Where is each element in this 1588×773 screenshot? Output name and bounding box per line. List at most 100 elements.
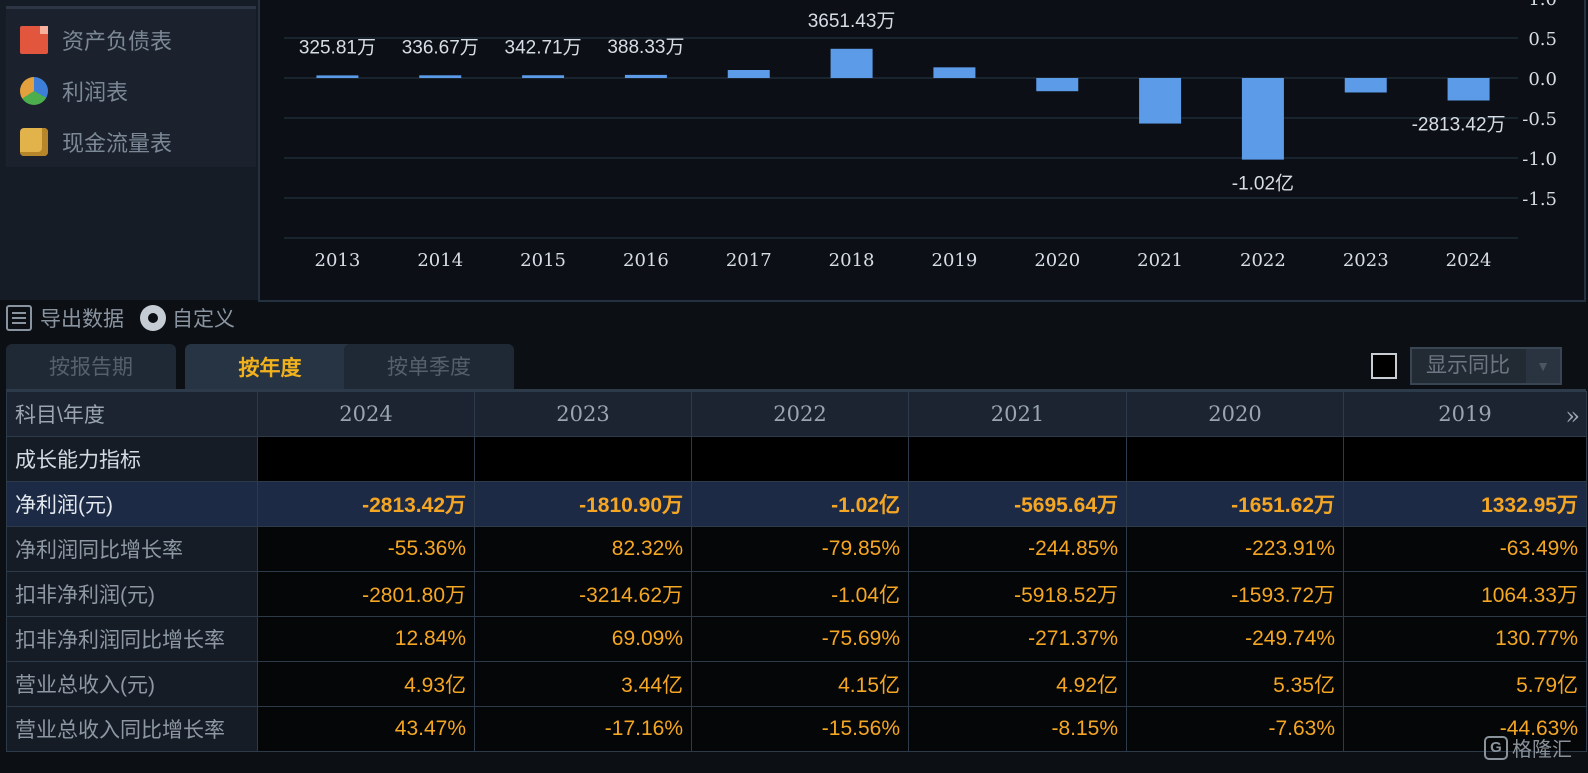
x-tick-label: 2020 — [1034, 250, 1080, 271]
table-cell: 69.09% — [474, 616, 692, 662]
x-tick-label: 2014 — [417, 250, 463, 271]
bar-2014 — [419, 75, 462, 78]
table-cell: 1064.33万 — [1343, 571, 1587, 617]
table-cell: -1.02亿 — [691, 481, 909, 527]
table-cell: 4.92亿 — [908, 661, 1127, 707]
x-tick-label: 2021 — [1137, 250, 1183, 271]
table-cell: -79.85% — [691, 526, 909, 572]
nav-income-statement[interactable]: 利润表 — [20, 68, 250, 114]
bar-value-label: 325.81万 — [299, 37, 376, 58]
y-tick-label: -1.0 — [1522, 149, 1557, 170]
table-cell: 3.44亿 — [474, 661, 692, 707]
table-cell: -17.16% — [474, 706, 692, 752]
year-header[interactable]: 2019 » — [1343, 391, 1587, 437]
growth-indicators-table: 科目\年度 2024 2023 2022 2021 2020 2019 » 成长… — [6, 391, 1587, 752]
year-header[interactable]: 2024 — [257, 391, 475, 437]
table-row: 营业总收入(元) 4.93亿 3.44亿 4.15亿 4.92亿 5.35亿 5.79亿 — [6, 661, 1587, 707]
table-cell: -1.04亿 — [691, 571, 909, 617]
year-header[interactable]: 2020 — [1126, 391, 1344, 437]
toolbar: 导出数据 自定义 — [6, 303, 251, 333]
nav-item-label: 利润表 — [62, 80, 129, 105]
table-header-row: 科目\年度 2024 2023 2022 2021 2020 2019 » — [6, 391, 1587, 437]
year-header[interactable]: 2023 — [474, 391, 692, 437]
y-tick-label: 0.5 — [1528, 29, 1557, 50]
bar-2019 — [933, 67, 976, 78]
table-cell: -15.56% — [691, 706, 909, 752]
bar-value-label: 3651.43万 — [808, 11, 896, 32]
x-tick-label: 2023 — [1343, 250, 1389, 271]
y-tick-label: -1.5 — [1522, 189, 1557, 210]
y-tick-label: 1.0 — [1528, 0, 1557, 10]
table-row: 净利润(元) -2813.42万 -1810.90万 -1.02亿 -5695.64万 -… — [6, 481, 1587, 527]
table-cell: -75.69% — [691, 616, 909, 662]
year-header[interactable]: 2022 — [691, 391, 909, 437]
table-row: 扣非净利润(元) -2801.80万 -3214.62万 -1.04亿 -5918.52… — [6, 571, 1587, 617]
tab-by-quarter[interactable]: 按单季度 — [344, 344, 514, 391]
table-cell: -223.91% — [1126, 526, 1344, 572]
row-label: 净利润同比增长率 — [6, 526, 258, 572]
export-label: 导出数据 — [40, 308, 124, 331]
watermark-text: 格隆汇 — [1512, 739, 1572, 761]
table-cell: 4.93亿 — [257, 661, 475, 707]
row-label: 扣非净利润同比增长率 — [6, 616, 258, 662]
table-cell: 43.47% — [257, 706, 475, 752]
net-profit-chart-panel: 1.0 0.5 0.0 -0.5 -1.0 -1.5 2013 325.81万 2014 336.… — [258, 0, 1586, 302]
nav-balance-sheet[interactable]: 资产负债表 — [20, 17, 250, 63]
y-tick-label: 0.0 — [1528, 69, 1557, 90]
bar-2023 — [1344, 78, 1387, 93]
table-cell: -8.15% — [908, 706, 1127, 752]
table-cell: 5.35亿 — [1126, 661, 1344, 707]
table-cell: 5.79亿 — [1343, 661, 1587, 707]
watermark: G 格隆汇 — [1484, 733, 1572, 762]
statement-nav: 资产负债表 利润表 现金流量表 — [6, 6, 256, 167]
table-cell: 1332.95万 — [1343, 481, 1587, 527]
net-profit-bar-chart: 1.0 0.5 0.0 -0.5 -1.0 -1.5 2013 325.81万 2014 336.… — [284, 0, 1557, 271]
export-data-button[interactable]: 导出数据 — [6, 303, 124, 333]
x-tick-label: 2016 — [623, 250, 669, 271]
table-cell: -1810.90万 — [474, 481, 692, 527]
bar-2020 — [1036, 78, 1079, 92]
row-label: 扣非净利润(元) — [6, 571, 258, 617]
section-title: 成长能力指标 — [6, 436, 258, 482]
gear-icon — [140, 305, 166, 331]
table-cell: -2813.42万 — [257, 481, 475, 527]
x-tick-label: 2015 — [520, 250, 566, 271]
table-cell: -44.63% — [1343, 706, 1587, 752]
table-cell: -1651.62万 — [1126, 481, 1344, 527]
table-cell: 130.77% — [1343, 616, 1587, 662]
show-yoy-checkbox[interactable] — [1371, 353, 1397, 379]
corner-header: 科目\年度 — [6, 391, 258, 437]
y-tick-label: -0.5 — [1522, 109, 1557, 130]
row-label: 营业总收入(元) — [6, 661, 258, 707]
pie-chart-icon — [20, 77, 48, 105]
table-cell: 4.15亿 — [691, 661, 909, 707]
row-label: 营业总收入同比增长率 — [6, 706, 258, 752]
table-row: 营业总收入同比增长率 43.47% -17.16% -15.56% -8.15% -7.6… — [6, 706, 1587, 752]
table-cell: -249.74% — [1126, 616, 1344, 662]
x-tick-label: 2017 — [726, 250, 772, 271]
year-header[interactable]: 2021 — [908, 391, 1127, 437]
table-cell: -3214.62万 — [474, 571, 692, 617]
bar-value-label: 342.71万 — [505, 37, 582, 58]
tab-by-year[interactable]: 按年度 — [185, 344, 355, 391]
bar-value-label: -2813.42万 — [1412, 115, 1506, 136]
bar-2016 — [624, 74, 667, 78]
tab-by-report-period[interactable]: 按报告期 — [6, 344, 176, 391]
x-tick-label: 2018 — [829, 250, 875, 271]
chevron-down-icon[interactable]: ▼ — [1526, 349, 1560, 383]
customize-button[interactable]: 自定义 — [140, 303, 235, 333]
table-cell: -2801.80万 — [257, 571, 475, 617]
bar-value-label: -1.02亿 — [1232, 173, 1294, 195]
x-tick-label: 2019 — [932, 250, 978, 271]
bar-2021 — [1139, 78, 1182, 124]
coins-icon — [20, 128, 48, 156]
double-chevron-right-icon[interactable]: » — [1565, 402, 1580, 430]
table-cell: -63.49% — [1343, 526, 1587, 572]
nav-cash-flow[interactable]: 现金流量表 — [20, 119, 250, 165]
show-yoy-select[interactable]: 显示同比 ▼ — [1410, 347, 1562, 385]
table-row: 扣非净利润同比增长率 12.84% 69.09% -75.69% -271.37% -24… — [6, 616, 1587, 662]
brand-logo-icon: G — [1484, 735, 1508, 760]
bar-2013 — [316, 75, 359, 78]
table-cell: -7.63% — [1126, 706, 1344, 752]
table-cell: -5695.64万 — [908, 481, 1127, 527]
